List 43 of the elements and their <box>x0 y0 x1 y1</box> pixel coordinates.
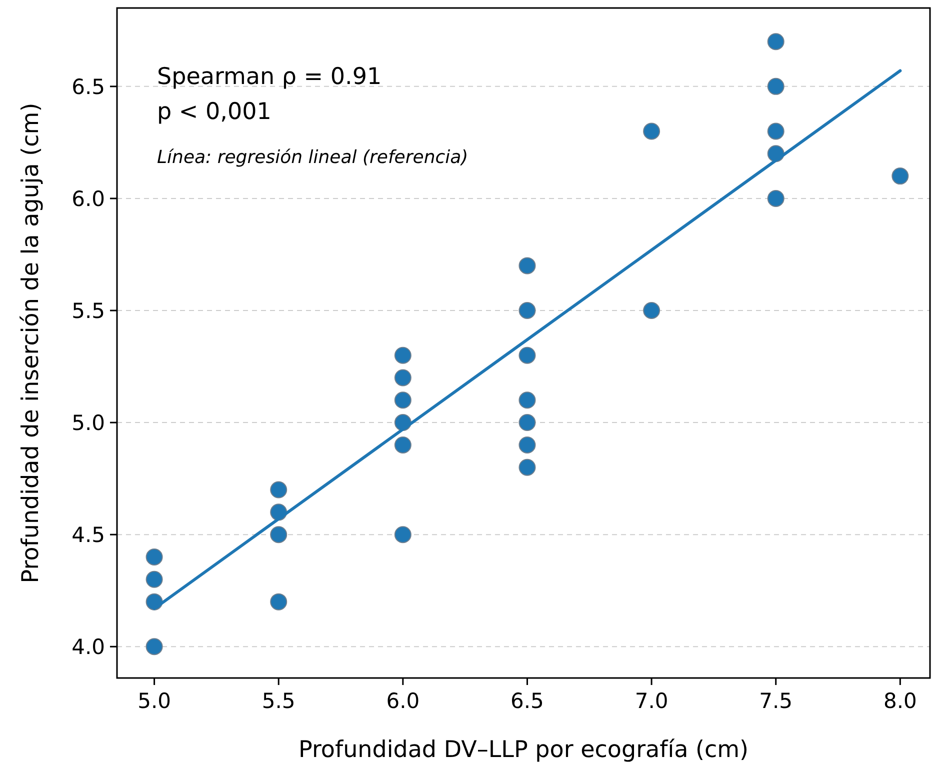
y-tick-label: 6.5 <box>72 74 105 99</box>
point <box>892 168 909 185</box>
point <box>518 414 536 432</box>
annotation: Línea: regresión lineal (referencia) <box>157 147 468 168</box>
point <box>518 458 536 476</box>
point <box>767 33 784 50</box>
x-tick-label: 5.0 <box>138 689 171 713</box>
y-tick-label: 4.0 <box>72 634 105 659</box>
point <box>518 302 536 320</box>
point <box>767 190 784 207</box>
point <box>518 257 536 274</box>
y-axis-title: Profundidad de inserción de la aguja (cm) <box>18 102 44 584</box>
point <box>518 436 536 454</box>
point <box>767 78 784 95</box>
point <box>270 593 288 610</box>
x-axis-title: Profundidad DV–LLP por ecografía (cm) <box>298 737 749 763</box>
x-tick-label: 7.5 <box>759 689 793 713</box>
point <box>146 570 163 588</box>
point <box>767 122 784 140</box>
x-tick-label: 8.0 <box>883 689 917 713</box>
point <box>394 436 412 454</box>
point <box>518 346 536 364</box>
point <box>270 481 288 498</box>
x-tick-label: 6.5 <box>510 689 544 713</box>
point <box>394 526 412 544</box>
y-tick-label: 5.0 <box>72 410 105 435</box>
point <box>643 122 660 140</box>
y-tick-label: 4.5 <box>72 522 105 547</box>
x-tick-label: 5.5 <box>262 689 296 713</box>
point <box>518 392 536 409</box>
point <box>643 302 660 320</box>
x-tick-label: 6.0 <box>386 689 420 713</box>
point <box>270 526 288 544</box>
x-tick-label: 7.0 <box>634 689 668 713</box>
point <box>146 548 163 566</box>
point <box>146 638 163 656</box>
point <box>394 346 412 364</box>
y-tick-label: 6.0 <box>72 186 105 211</box>
point <box>394 392 412 409</box>
point <box>394 369 412 386</box>
annotation: Spearman ρ = 0.91 <box>157 64 382 90</box>
y-tick-label: 5.5 <box>72 298 105 323</box>
annotation: p < 0,001 <box>157 99 272 125</box>
